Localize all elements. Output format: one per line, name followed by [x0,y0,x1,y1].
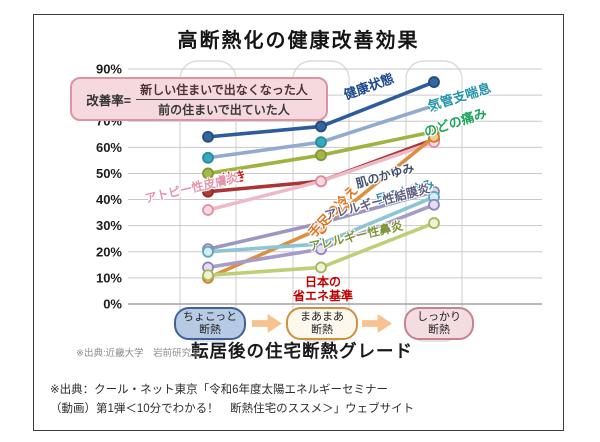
grade-box-2-line-2: 断熱 [311,323,333,336]
series-marker-1 [315,136,327,149]
series-marker-1 [428,99,440,112]
grade-box-2: まあまあ 断熱 [286,307,358,340]
formula-label: 改善率= [86,93,132,108]
series-marker-9 [315,261,327,274]
series-marker-7 [202,245,214,258]
grade-box-1-line-2: 断熱 [199,323,221,336]
series-marker-1 [202,151,214,164]
y-tick-label: 20% [96,244,122,259]
chart-source-note: ※出典:近畿大学 岩前研究室 [76,348,201,359]
grade-box-2-line-1: まあまあ [300,310,344,323]
column-highlight-1 [179,60,237,342]
series-marker-9 [202,269,214,282]
footer-source-line-1: ※出典：クール・ネット東京「令和6年度太陽エネルギーセミナー [50,384,389,396]
series-marker-6 [315,217,327,229]
chart-title: 高断熱化の健康改善効果 [177,30,420,52]
annotation-line-2: 省エネ基準 [292,288,353,303]
grade-box-1-line-1: ちょこっと [182,310,238,323]
grade-box-1: ちょこっと 断熱 [174,307,246,340]
footer-source-line-2: （動画）第1弾＜10分でわかる！ 断熱住宅のススメ＞」ウェブサイト [50,403,415,415]
annotation-line-1: 日本の [304,275,341,289]
grade-box-3-line-2: 断熱 [428,323,450,336]
formula-denominator: 前の住まいで出ていた人 [158,102,290,117]
series-marker-3 [202,185,214,198]
y-tick-label: 60% [96,140,122,155]
y-tick-label: 30% [96,218,122,233]
series-marker-2 [202,167,214,180]
series-marker-8 [428,198,440,211]
series-marker-0 [428,76,440,88]
x-axis-title: 転居後の住宅断熱グレード [191,341,413,361]
formula-numerator: 新しい住まいで出なくなった人 [136,81,312,100]
column-highlight-2 [292,60,350,342]
series-marker-9 [428,217,440,229]
series-marker-8 [315,243,327,256]
formula-box: 改善率= 新しい住まいで出なくなった人 前の住まいで出ていた人 [70,77,328,121]
formula-fraction: 新しい住まいで出なくなった人 前の住まいで出ていた人 [136,81,312,118]
y-tick-label: 40% [96,192,122,207]
energy-standard-annotation: 日本の 省エネ基準 [272,275,374,303]
series-marker-5 [428,130,440,143]
y-tick-label: 10% [96,270,122,285]
y-tick-label: 50% [96,166,122,181]
grade-box-3: しっかり 断熱 [404,307,474,340]
slide-card: 高断熱化の健康改善効果 90%80%70%60%50%40%30%20%10%0… [33,14,564,431]
grade-box-3-line-1: しっかり [417,310,461,323]
series-marker-0 [202,130,214,143]
y-tick-label: 90% [96,62,122,77]
series-marker-4 [315,175,327,188]
footer-source: ※出典：クール・ネット東京「令和6年度太陽エネルギーセミナー （動画）第1弾＜1… [50,381,414,419]
series-marker-0 [315,120,327,133]
y-tick-label: 0% [103,297,122,312]
series-marker-2 [315,149,327,162]
series-marker-4 [202,204,214,216]
